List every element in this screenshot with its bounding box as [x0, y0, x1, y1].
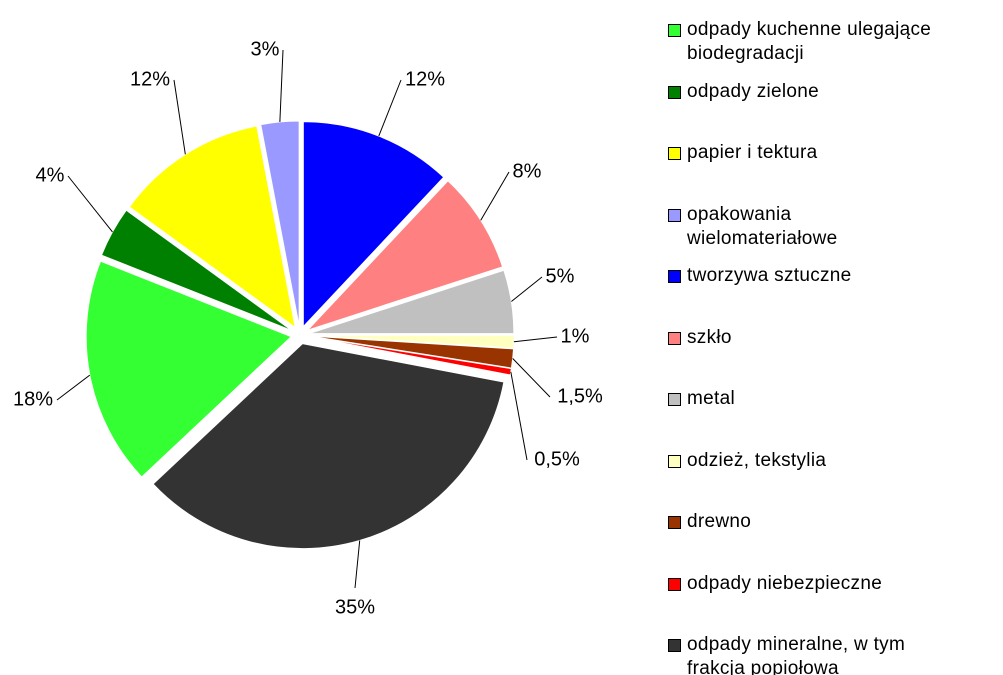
data-label: 3%: [251, 38, 280, 60]
legend-swatch: [668, 24, 681, 37]
leader-line: [512, 358, 551, 398]
pie-slice: [302, 121, 445, 328]
data-label: 5%: [546, 265, 575, 287]
legend-swatch: [668, 577, 681, 591]
data-label: 1%: [561, 325, 590, 347]
legend-item: metal: [668, 387, 735, 411]
legend-swatch: [668, 85, 681, 99]
data-label: 18%: [13, 388, 53, 410]
legend-swatch: [668, 208, 681, 222]
data-label: 8%: [513, 160, 542, 182]
legend-label: opakowania wielomateriałowe: [687, 203, 838, 249]
legend-swatch: [668, 270, 681, 283]
pie-slice: [128, 125, 296, 329]
legend-item: odpady niebezpieczne: [668, 572, 882, 596]
leader-line: [173, 79, 186, 155]
legend-item: szkło: [668, 326, 732, 350]
legend-swatch: [668, 516, 681, 529]
legend-item: odzież, tekstylia: [668, 449, 826, 473]
legend-label: odzież, tekstylia: [687, 449, 827, 471]
data-label: 1,5%: [557, 385, 603, 407]
legend-label: szkło: [687, 326, 732, 348]
legend-swatch: [668, 393, 681, 406]
data-label: 4%: [36, 164, 65, 186]
legend-item: odpady mineralne, w tym frakcja popiołow…: [668, 633, 905, 675]
legend-label: tworzywa sztuczne: [687, 265, 852, 286]
pie-slice: [260, 120, 300, 327]
leader-line: [354, 540, 361, 589]
legend-item: papier i tektura: [668, 141, 817, 165]
legend-swatch: [668, 454, 681, 468]
leader-line: [480, 171, 510, 221]
leader-line: [279, 49, 284, 122]
leader-line: [510, 371, 528, 461]
legend-label: drewno: [687, 511, 752, 532]
leader-line: [56, 374, 91, 401]
data-label: 12%: [405, 68, 445, 90]
pie-slice: [308, 269, 515, 335]
legend-swatch: [668, 639, 681, 652]
legend-item: odpady kuchenne ulegające biodegradacji: [668, 18, 931, 66]
legend-label: odpady zielone: [687, 80, 820, 102]
legend-label: papier i tektura: [687, 142, 818, 163]
legend-item: tworzywa sztuczne: [668, 264, 852, 288]
leader-line: [513, 336, 558, 343]
leader-line: [511, 276, 543, 302]
legend-label: metal: [687, 388, 735, 409]
data-label: 0,5%: [534, 448, 580, 470]
legend-swatch: [668, 331, 681, 345]
leader-line: [67, 175, 113, 233]
legend-label: odpady mineralne, w tym frakcja popiołow…: [687, 634, 906, 675]
data-label: 35%: [335, 596, 375, 618]
data-label: 12%: [130, 68, 170, 90]
legend-swatch: [668, 147, 681, 160]
legend-label: odpady niebezpieczne: [687, 572, 883, 594]
leader-line: [378, 79, 402, 137]
pie-slice: [100, 209, 293, 332]
legend-item: drewno: [668, 510, 751, 534]
legend-label: odpady kuchenne ulegające biodegradacji: [687, 19, 932, 64]
legend-item: opakowania wielomateriałowe: [668, 203, 838, 251]
pie-slice: [307, 180, 504, 331]
legend-item: odpady zielone: [668, 80, 819, 104]
